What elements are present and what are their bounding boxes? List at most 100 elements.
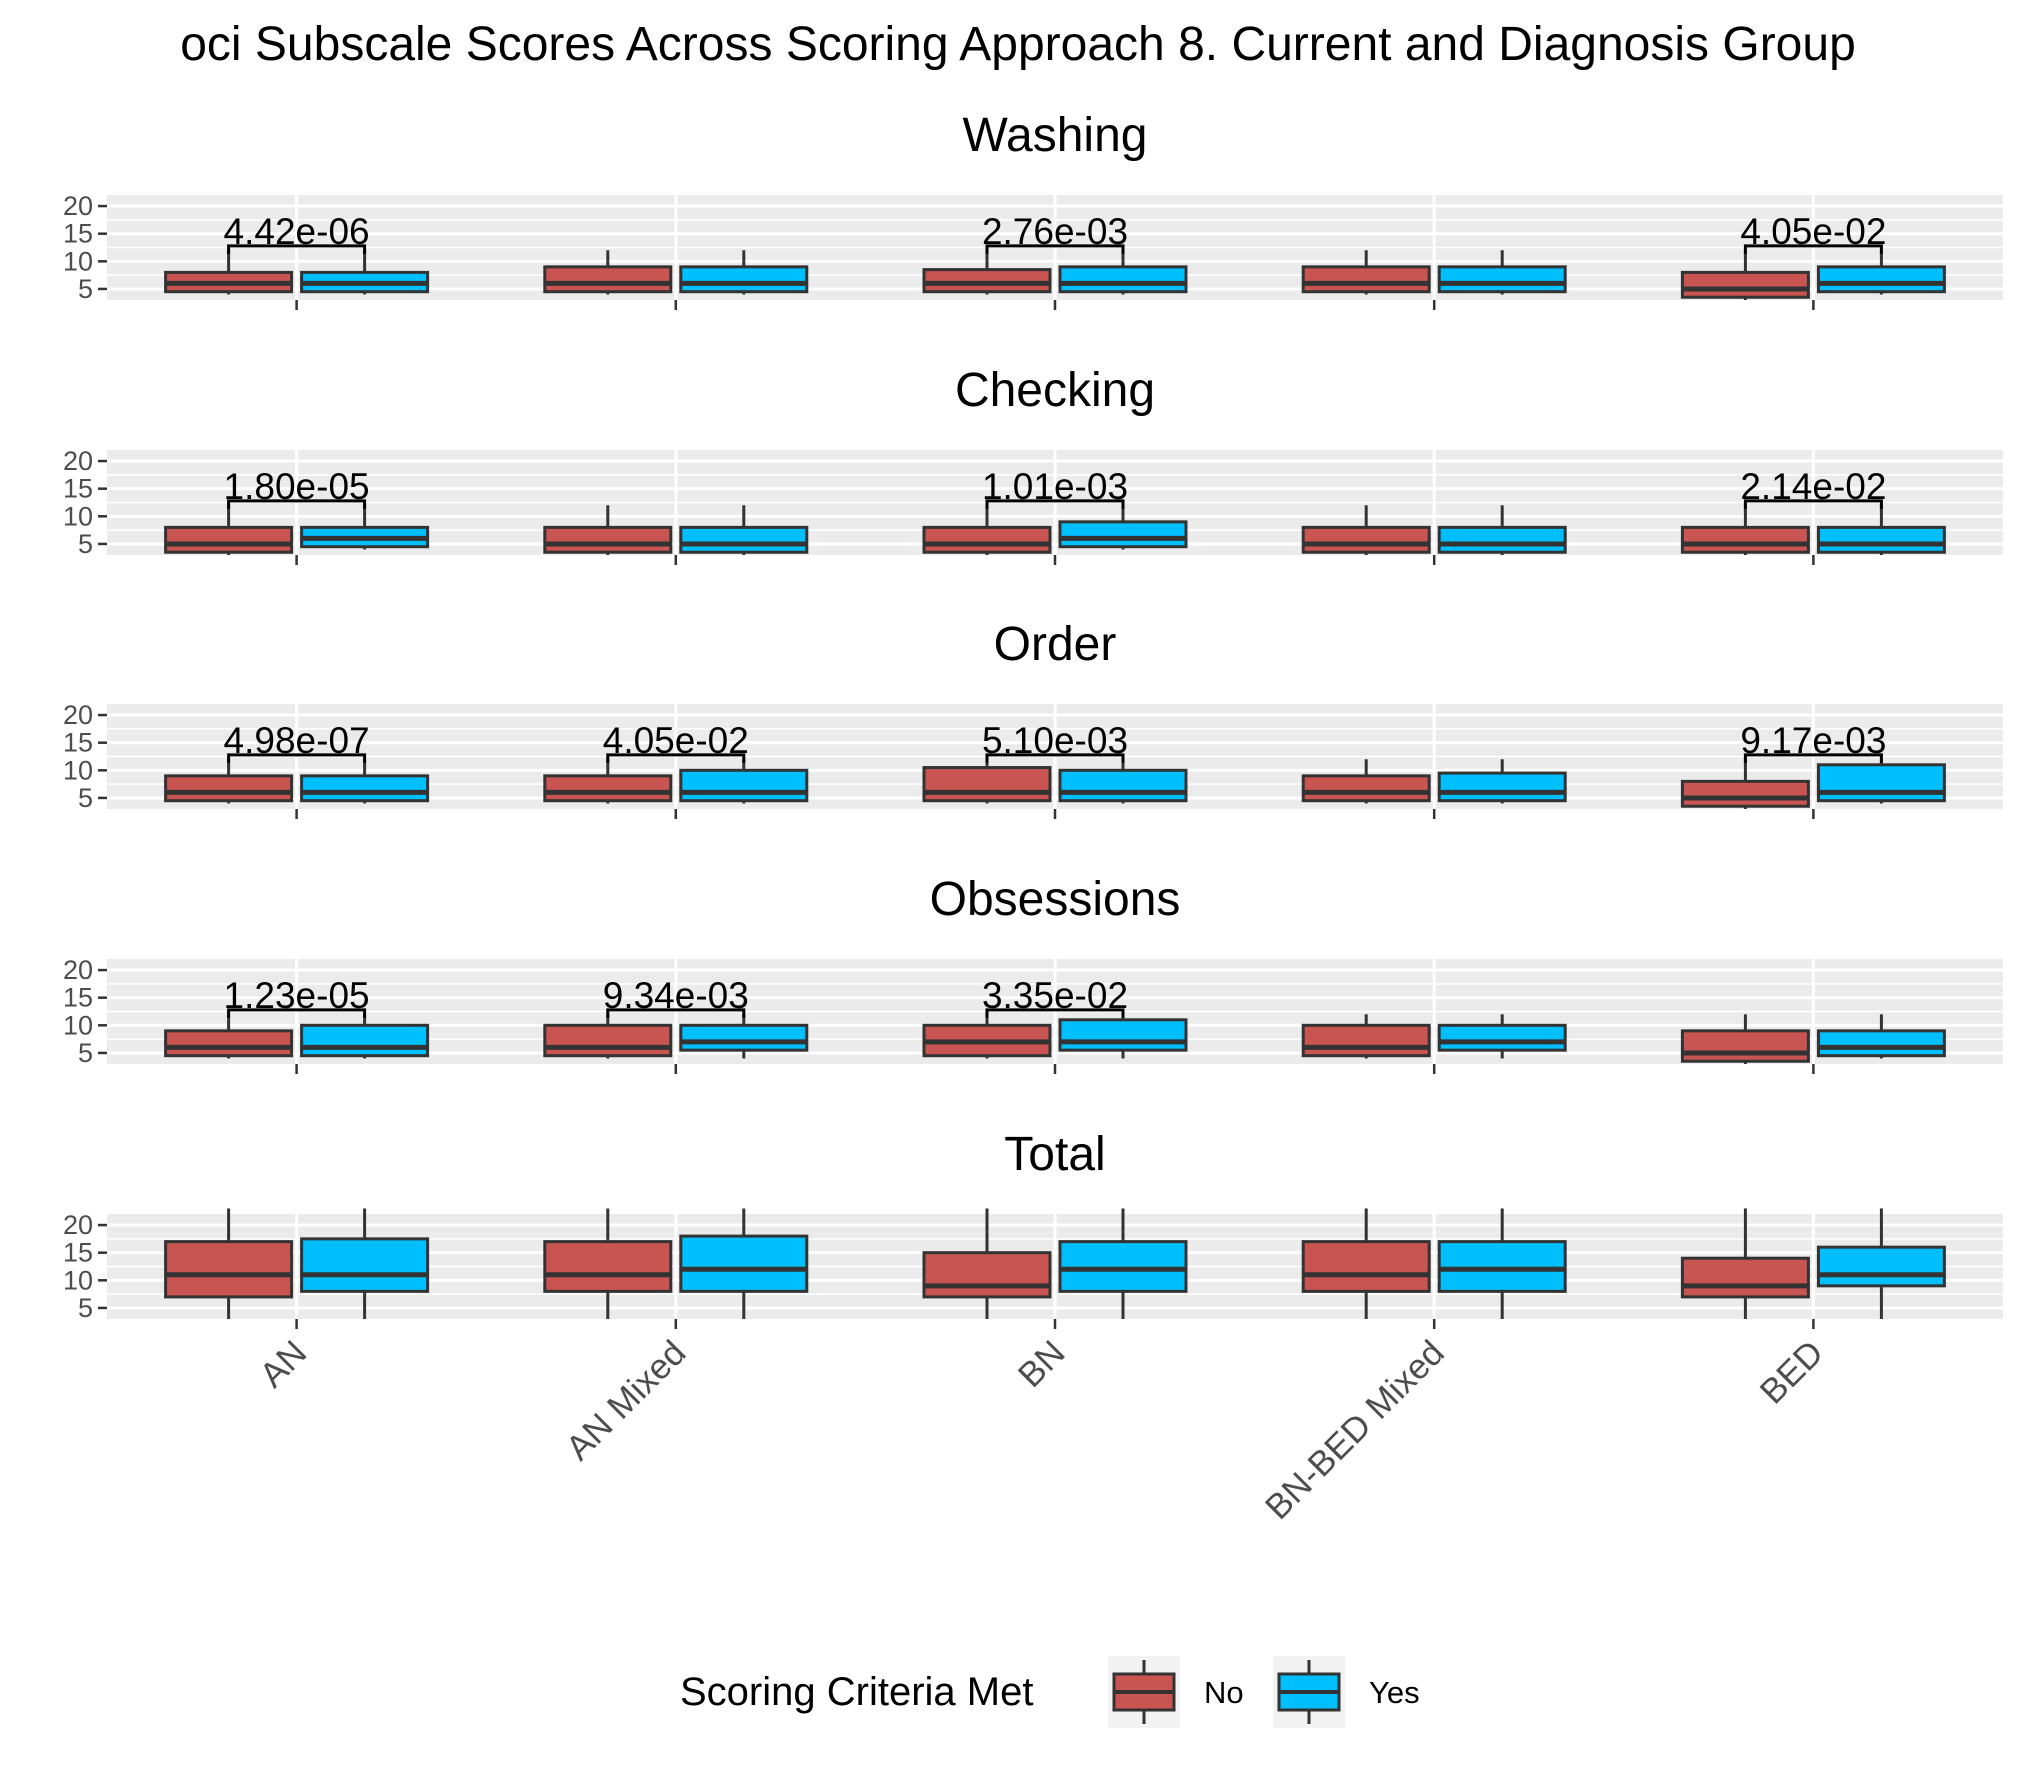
significance-bracket: 9.34e-03: [603, 975, 749, 1018]
box-body: [922, 766, 1052, 803]
y-tick-label: 10: [63, 501, 93, 531]
box-yes: [1437, 250, 1567, 295]
box-no: [1301, 250, 1431, 295]
bracket-line: [227, 244, 367, 254]
x-tick-label: BED: [1753, 1333, 1831, 1411]
box-body: [1058, 1018, 1188, 1052]
y-tick-label: 15: [63, 983, 93, 1013]
bracket-line: [227, 753, 367, 763]
bracket-line: [227, 499, 367, 509]
box-no: [1680, 759, 1810, 809]
box-body: [164, 1029, 294, 1058]
p-value-label: 1.01e-03: [982, 466, 1128, 507]
box-body: [543, 525, 673, 554]
box-yes: [300, 505, 430, 550]
significance-bracket: 2.14e-02: [1740, 466, 1886, 509]
box-no: [922, 1014, 1052, 1059]
box-body: [1058, 520, 1188, 549]
box-body: [679, 525, 809, 554]
box-yes: [679, 1208, 809, 1319]
y-tick-label: 10: [63, 1010, 93, 1040]
p-value-label: 4.05e-02: [603, 720, 749, 761]
p-value-label: 4.05e-02: [1740, 211, 1886, 252]
box-body: [300, 774, 430, 803]
y-tick-label: 5: [78, 783, 93, 813]
box-body: [679, 265, 809, 294]
bracket-line: [606, 1008, 746, 1018]
box-yes: [1058, 759, 1188, 804]
box-yes: [679, 505, 809, 555]
y-tick-label: 20: [63, 446, 93, 476]
box-yes: [1816, 250, 1946, 295]
box-body: [300, 1023, 430, 1058]
bracket-line: [985, 244, 1125, 254]
significance-bracket: 4.98e-07: [224, 720, 370, 763]
box-body: [679, 768, 809, 803]
box-yes: [1816, 1014, 1946, 1059]
significance-bracket: 9.17e-03: [1740, 720, 1886, 763]
box-yes: [1058, 250, 1188, 295]
box-body: [543, 1023, 673, 1058]
box-yes: [1816, 1208, 1946, 1319]
box-yes: [1437, 759, 1567, 804]
y-tick-label: 20: [63, 191, 93, 221]
box-no: [164, 759, 294, 804]
box-body: [1680, 270, 1810, 299]
box-no: [543, 250, 673, 295]
p-value-label: 9.34e-03: [603, 975, 749, 1016]
legend-title: Scoring Criteria Met: [680, 1670, 1033, 1714]
y-tick-label: 10: [63, 246, 93, 276]
box-body: [1816, 265, 1946, 294]
legend-label: Yes: [1369, 1675, 1420, 1710]
bracket-line: [1743, 499, 1883, 509]
y-tick-label: 5: [78, 274, 93, 304]
box-body: [679, 1023, 809, 1052]
box-no: [922, 759, 1052, 804]
box-yes: [679, 1014, 809, 1059]
box-body: [164, 774, 294, 803]
box-yes: [1437, 505, 1567, 555]
box-yes: [679, 250, 809, 295]
panel-title: Obsessions: [930, 873, 1181, 926]
box-body: [1058, 768, 1188, 803]
x-tick-label: BN: [1011, 1333, 1073, 1395]
legend-entry-yes: Yes: [1273, 1656, 1420, 1728]
box-body: [300, 1237, 430, 1293]
significance-bracket: 5.10e-03: [982, 720, 1128, 763]
box-yes: [300, 250, 430, 295]
panel-title: Checking: [955, 364, 1155, 417]
p-value-label: 2.76e-03: [982, 211, 1128, 252]
box-body: [1301, 525, 1431, 554]
box-no: [922, 250, 1052, 295]
significance-bracket: 1.80e-05: [224, 466, 370, 509]
box-no: [1680, 250, 1810, 300]
p-value-label: 2.14e-02: [1740, 466, 1886, 507]
box-body: [1816, 1029, 1946, 1058]
box-no: [543, 759, 673, 804]
box-body: [1680, 779, 1810, 808]
panel-title: Washing: [963, 109, 1148, 162]
p-value-label: 9.17e-03: [1740, 720, 1886, 761]
y-tick-label: 15: [63, 474, 93, 504]
chart-title: oci Subscale Scores Across Scoring Appro…: [180, 18, 1856, 71]
box-body: [922, 525, 1052, 554]
box-no: [1301, 759, 1431, 804]
y-tick-label: 5: [78, 1038, 93, 1068]
p-value-label: 5.10e-03: [982, 720, 1128, 761]
box-yes: [1058, 1208, 1188, 1319]
y-tick-label: 20: [63, 1210, 93, 1240]
bracket-line: [606, 753, 746, 763]
legend-label: No: [1204, 1675, 1244, 1710]
box-body: [164, 525, 294, 554]
box-body: [1816, 763, 1946, 803]
box-body: [1058, 265, 1188, 294]
box-body: [1680, 1029, 1810, 1063]
panel-title: Order: [994, 618, 1117, 671]
significance-bracket: 2.76e-03: [982, 211, 1128, 254]
box-body: [543, 265, 673, 294]
significance-bracket: 4.05e-02: [1740, 211, 1886, 254]
